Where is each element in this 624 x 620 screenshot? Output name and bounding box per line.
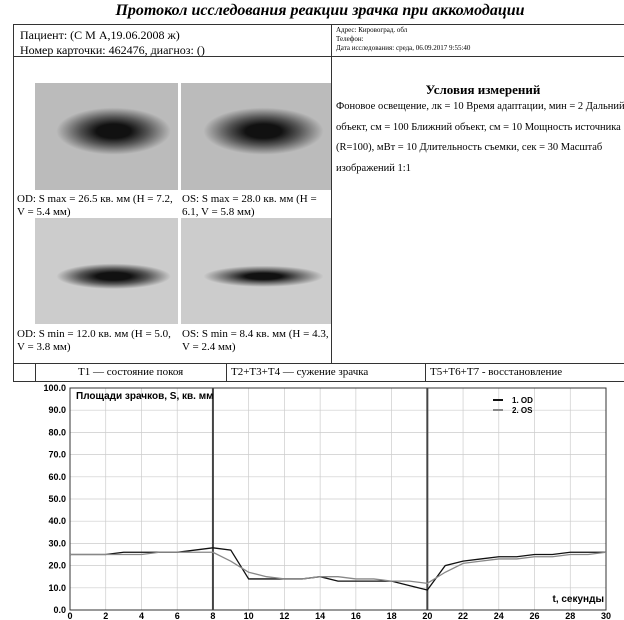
conditions-title: Условия измерений — [425, 82, 541, 97]
caption: OD: S min = 12.0 кв. мм (H = 5.0, V = 3.… — [17, 328, 171, 353]
x-tick-label: 30 — [601, 611, 611, 620]
divider — [331, 24, 332, 363]
series-line — [70, 547, 606, 591]
x-tick-label: 20 — [422, 611, 432, 620]
x-tick-label: 28 — [565, 611, 575, 620]
legend-label: 2. OS — [512, 406, 533, 415]
plot-frame — [69, 387, 607, 611]
x-tick-label: 24 — [494, 611, 504, 620]
x-tick-label: 10 — [244, 611, 254, 620]
caption: OS: S min = 8.4 кв. мм (H = 4.3, V = 2.4… — [182, 328, 329, 353]
y-tick-label: 90.0 — [48, 405, 66, 415]
frame — [13, 24, 624, 382]
x-tick-label: 16 — [351, 611, 361, 620]
divider — [13, 56, 624, 57]
legend-label: 1. OD — [512, 396, 533, 405]
x-tick-label: 0 — [67, 611, 72, 620]
eye-photo — [35, 83, 178, 190]
x-tick-label: 12 — [279, 611, 289, 620]
title: Протокол исследования реакции зрачка при… — [115, 2, 525, 19]
divider — [35, 363, 36, 382]
y-tick-label: 40.0 — [48, 516, 66, 526]
phase: T2+T3+T4 — сужение зрачка — [231, 366, 369, 378]
y-tick-label: 20.0 — [48, 561, 66, 571]
x-axis-label: t, секунды — [552, 594, 604, 605]
phone: Телефон: — [336, 35, 364, 43]
address: Адрес: Кировоград. обл — [336, 26, 408, 34]
y-tick-label: 100.0 — [43, 383, 66, 393]
divider — [226, 363, 227, 382]
x-tick-label: 22 — [458, 611, 468, 620]
eye-photo — [35, 218, 178, 324]
x-tick-label: 8 — [210, 611, 215, 620]
y-tick-label: 10.0 — [48, 583, 66, 593]
card: Номер карточки: 462476, диагноз: () — [20, 43, 205, 57]
caption: OS: S max = 28.0 кв. мм (H = 6.1, V = 5.… — [182, 193, 317, 218]
y-tick-label: 30.0 — [48, 538, 66, 548]
y-tick-label: 70.0 — [48, 450, 66, 460]
x-tick-label: 4 — [139, 611, 144, 620]
y-tick-label: 50.0 — [48, 494, 66, 504]
x-tick-label: 14 — [315, 611, 325, 620]
y-tick-label: 0.0 — [53, 605, 66, 615]
phase: T5+T6+T7 - восстановление — [430, 366, 563, 378]
conditions-text: Фоновое освещение, лк = 10 Время адаптац… — [336, 101, 624, 174]
eye-photo — [181, 218, 331, 324]
caption: OD: S max = 26.5 кв. мм (H = 7.2, V = 5.… — [17, 193, 173, 218]
date: Дата исследования: среда, 06.09.2017 9:5… — [336, 44, 471, 52]
series-line — [70, 551, 607, 585]
x-tick-label: 2 — [103, 611, 108, 620]
divider — [13, 363, 624, 364]
patient: Пациент: (С М А,19.06.2008 ж) — [20, 28, 180, 42]
eye-photo — [181, 83, 331, 190]
phase: T1 — состояние покоя — [78, 366, 184, 378]
chart-title: Площади зрачков, S, кв. мм — [76, 391, 214, 402]
chart: 0.0 10.0 20.0 30.0 40.0 50.0 60.0 70.0 80.0 90.0 1… — [43, 383, 611, 620]
divider — [425, 363, 426, 382]
x-tick-label: 18 — [387, 611, 397, 620]
x-tick-label: 26 — [530, 611, 540, 620]
y-tick-label: 60.0 — [48, 472, 66, 482]
y-tick-label: 80.0 — [48, 427, 66, 437]
x-tick-label: 6 — [175, 611, 180, 620]
